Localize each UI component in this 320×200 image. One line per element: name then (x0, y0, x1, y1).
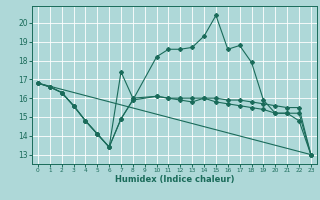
X-axis label: Humidex (Indice chaleur): Humidex (Indice chaleur) (115, 175, 234, 184)
